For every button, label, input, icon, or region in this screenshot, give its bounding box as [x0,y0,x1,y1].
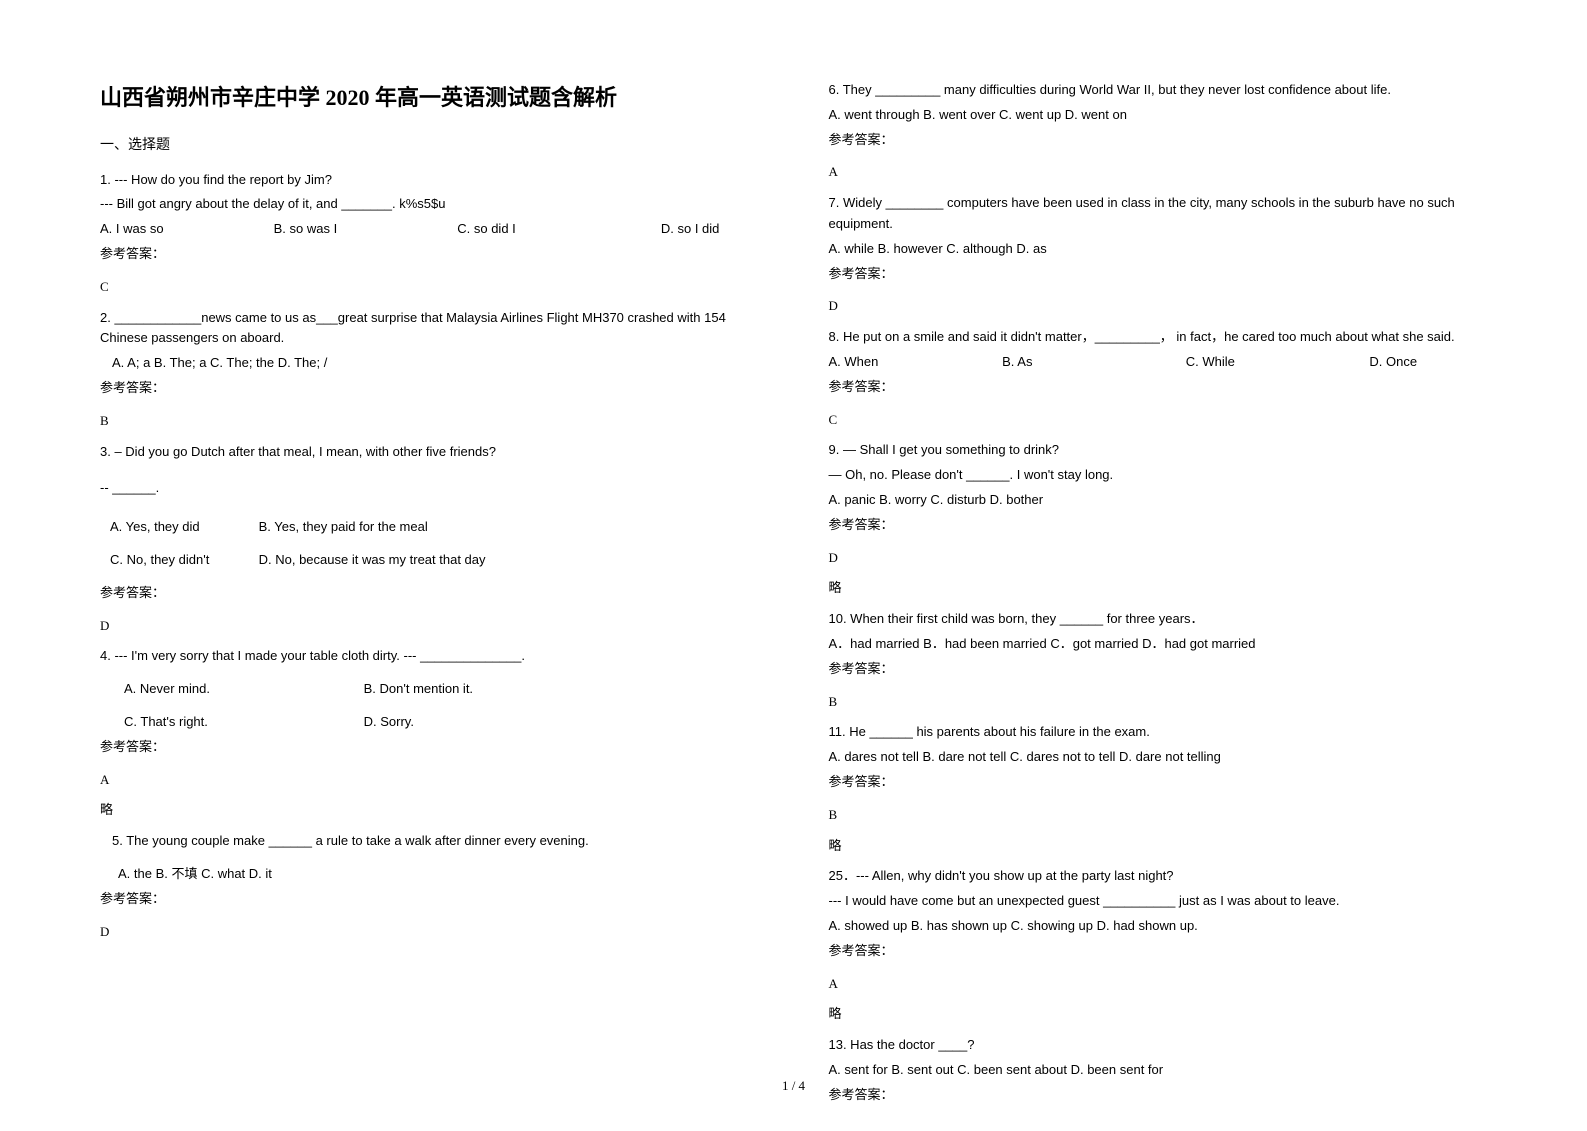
q8-options: A. When B. As C. While D. Once [829,352,1498,373]
q9-line1: 9. — Shall I get you something to drink? [829,440,1498,461]
q8-optA: A. When [829,352,999,373]
q7-line1: 7. Widely ________ computers have been u… [829,193,1498,235]
q12-text1: --- Allen, why didn't you show up at the… [856,868,1174,883]
q3-ref: 参考答案： [100,583,769,604]
q2-ref: 参考答案： [100,378,769,399]
q1-optA: A. I was so [100,219,270,240]
left-column: 山西省朔州市辛庄中学 2020 年高一英语测试题含解析 一、选择题 1. ---… [100,80,769,1111]
q5-ref: 参考答案： [100,889,769,910]
q3-optA: A. Yes, they did [100,517,255,538]
page-number: 1 / 4 [0,1078,1587,1094]
q12-ref: 参考答案： [829,941,1498,962]
q8-line1: 8. He put on a smile and said it didn't … [829,327,1498,348]
q8-optB: B. As [1002,352,1182,373]
q1-line1: 1. --- How do you find the report by Jim… [100,170,769,191]
q1-ans: C [100,277,769,298]
q4-ref: 参考答案： [100,737,769,758]
q8-optC: C. While [1186,352,1366,373]
q4-options-row1: A. Never mind. B. Don't mention it. [100,679,769,700]
q6-ref: 参考答案： [829,130,1498,151]
q3-optB: B. Yes, they paid for the meal [259,517,428,538]
q12-line2: --- I would have come but an unexpected … [829,891,1498,912]
q12-omit: 略 [829,1004,1498,1025]
q1-ref: 参考答案： [100,244,769,265]
q11-ref: 参考答案： [829,772,1498,793]
q10-ans: B [829,692,1498,713]
q9-omit: 略 [829,578,1498,599]
q3-options-row1: A. Yes, they did B. Yes, they paid for t… [100,517,769,538]
q9-options: A. panic B. worry C. disturb D. bother [829,490,1498,511]
q4-optB: B. Don't mention it. [364,679,473,700]
q7-ans: D [829,296,1498,317]
q12-ans: A [829,974,1498,995]
q6-line1: 6. They _________ many difficulties duri… [829,80,1498,101]
q3-line1: 3. – Did you go Dutch after that meal, I… [100,442,769,463]
q6-options: A. went through B. went over C. went up … [829,105,1498,126]
q8-optD: D. Once [1369,352,1417,373]
q13-line1: 13. Has the doctor ____? [829,1035,1498,1056]
q2-ans: B [100,411,769,432]
q1-optD: D. so I did [661,219,720,240]
q5-options: A. the B. 不填 C. what D. it [100,864,769,885]
q5-line1: 5. The young couple make ______ a rule t… [100,831,769,852]
section-heading: 一、选择题 [100,135,769,157]
q12-line1: 25．--- Allen, why didn't you show up at … [829,866,1498,887]
q9-ref: 参考答案： [829,515,1498,536]
q1-options: A. I was so B. so was I C. so did I D. s… [100,219,769,240]
q12-options: A. showed up B. has shown up C. showing … [829,916,1498,937]
q11-ans: B [829,805,1498,826]
q12-num: 25． [829,868,856,883]
q6-ans: A [829,162,1498,183]
right-column: 6. They _________ many difficulties duri… [829,80,1498,1111]
q10-ref: 参考答案： [829,659,1498,680]
q4-optA: A. Never mind. [100,679,360,700]
q2-options: A. A; a B. The; a C. The; the D. The; / [100,353,769,374]
q9-line2: — Oh, no. Please don't ______. I won't s… [829,465,1498,486]
q3-optC: C. No, they didn't [100,550,255,571]
q10-line1: 10. When their first child was born, the… [829,609,1498,630]
q4-optD: D. Sorry. [364,712,414,733]
q8-ref: 参考答案： [829,377,1498,398]
q9-ans: D [829,548,1498,569]
q11-line1: 11. He ______ his parents about his fail… [829,722,1498,743]
page-container: 山西省朔州市辛庄中学 2020 年高一英语测试题含解析 一、选择题 1. ---… [0,0,1587,1131]
q4-options-row2: C. That's right. D. Sorry. [100,712,769,733]
q3-ans: D [100,616,769,637]
q1-optB: B. so was I [274,219,454,240]
q7-ref: 参考答案： [829,264,1498,285]
document-title: 山西省朔州市辛庄中学 2020 年高一英语测试题含解析 [100,80,769,115]
q1-line2: --- Bill got angry about the delay of it… [100,194,769,215]
q3-line2: -- ______. [100,478,769,499]
q3-optD: D. No, because it was my treat that day [259,550,486,571]
q10-options: A．had married B．had been married C．got m… [829,634,1498,655]
q2-line1: 2. ____________news came to us as___grea… [100,308,769,350]
q5-ans: D [100,922,769,943]
q4-ans: A [100,770,769,791]
q4-line1: 4. --- I'm very sorry that I made your t… [100,646,769,667]
q8-ans: C [829,410,1498,431]
q7-options: A. while B. however C. although D. as [829,239,1498,260]
q3-options-row2: C. No, they didn't D. No, because it was… [100,550,769,571]
q4-optC: C. That's right. [100,712,360,733]
q11-options: A. dares not tell B. dare not tell C. da… [829,747,1498,768]
q1-optC: C. so did I [457,219,657,240]
q4-omit: 略 [100,800,769,821]
q11-omit: 略 [829,836,1498,857]
